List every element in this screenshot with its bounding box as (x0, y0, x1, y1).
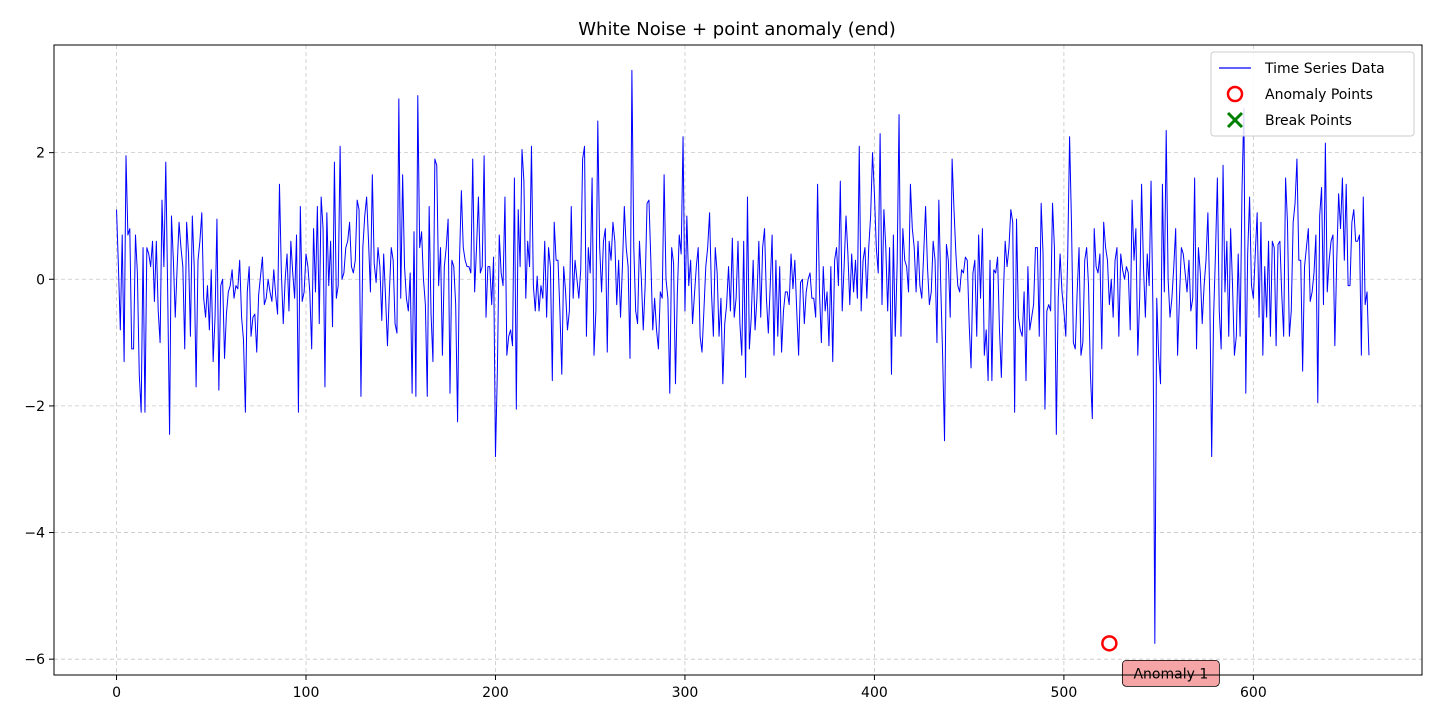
series-layer (116, 69, 1370, 644)
y-tick-label: −2 (24, 399, 45, 415)
y-tick-label: −4 (24, 526, 45, 542)
x-tick-label: 100 (293, 685, 320, 701)
x-tick-label: 600 (1240, 685, 1267, 701)
legend-label: Time Series Data (1264, 61, 1385, 77)
y-tick-label: −6 (24, 652, 45, 668)
legend-circle-icon (1226, 85, 1244, 103)
anomaly-point-marker (1101, 635, 1118, 652)
y-tick-label: 0 (36, 272, 45, 288)
legend-label: Break Points (1265, 113, 1352, 129)
legend-label: Anomaly Points (1265, 87, 1373, 103)
legend-frame (1210, 51, 1415, 137)
tick-layer: 0 100 200 300 400 500 600 −6 −4 −2 0 2 (24, 146, 1266, 701)
axes-frame (53, 44, 1423, 676)
anomaly-annotation-box (1121, 659, 1220, 687)
x-tick-label: 300 (672, 685, 699, 701)
y-tick-label: 2 (36, 146, 45, 162)
x-tick-label: 400 (861, 685, 888, 701)
marker-layer: Anomaly 1 (1101, 635, 1220, 687)
chart-title: White Noise + point anomaly (end) (578, 19, 896, 40)
legend: Time Series Data Anomaly Points Break Poin… (1210, 51, 1415, 137)
series-line-time-series-data (116, 69, 1370, 644)
x-tick-label: 500 (1051, 685, 1078, 701)
legend-x-icon (1226, 111, 1244, 129)
x-tick-label: 200 (482, 685, 509, 701)
anomaly-annotation-label: Anomaly 1 (1133, 666, 1208, 682)
x-tick-label: 0 (112, 685, 121, 701)
